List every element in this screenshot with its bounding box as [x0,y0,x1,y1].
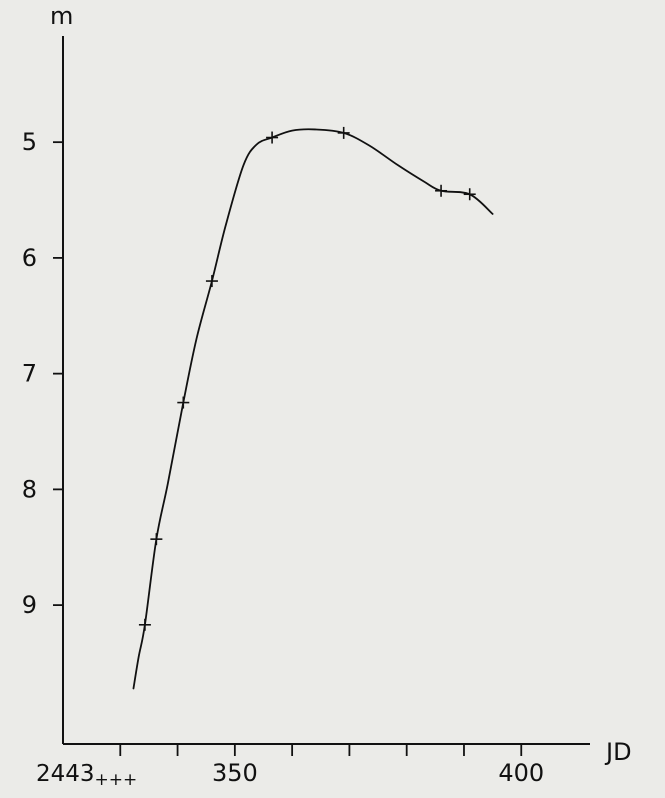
data-point-3 [205,275,218,288]
x-axis-label: JD [604,738,632,766]
y-tick-label-2: 7 [22,360,37,388]
x-tick-label-1: 400 [498,759,544,787]
curve-group [132,128,494,690]
data-point-0 [138,618,151,631]
x-tick-label-0: 350 [212,759,258,787]
data-point-1 [150,533,163,546]
points-group [138,126,476,631]
data-point-2 [177,396,190,409]
labels-group: 5 6 7 8 9 350 400 2443+++ m JD [22,2,632,790]
light-curve-line [132,128,494,690]
data-point-6 [435,184,448,197]
data-point-5 [337,126,350,139]
x-epoch-label: 2443+++ [36,761,137,790]
y-tick-label-0: 5 [22,128,37,156]
y-tick-label-4: 9 [22,591,37,619]
y-tick-label-1: 6 [22,244,37,272]
y-axis-label: m [50,2,73,30]
data-point-7 [463,188,476,201]
y-tick-label-3: 8 [22,475,37,503]
axes-group [53,36,590,756]
data-point-4 [266,131,279,144]
